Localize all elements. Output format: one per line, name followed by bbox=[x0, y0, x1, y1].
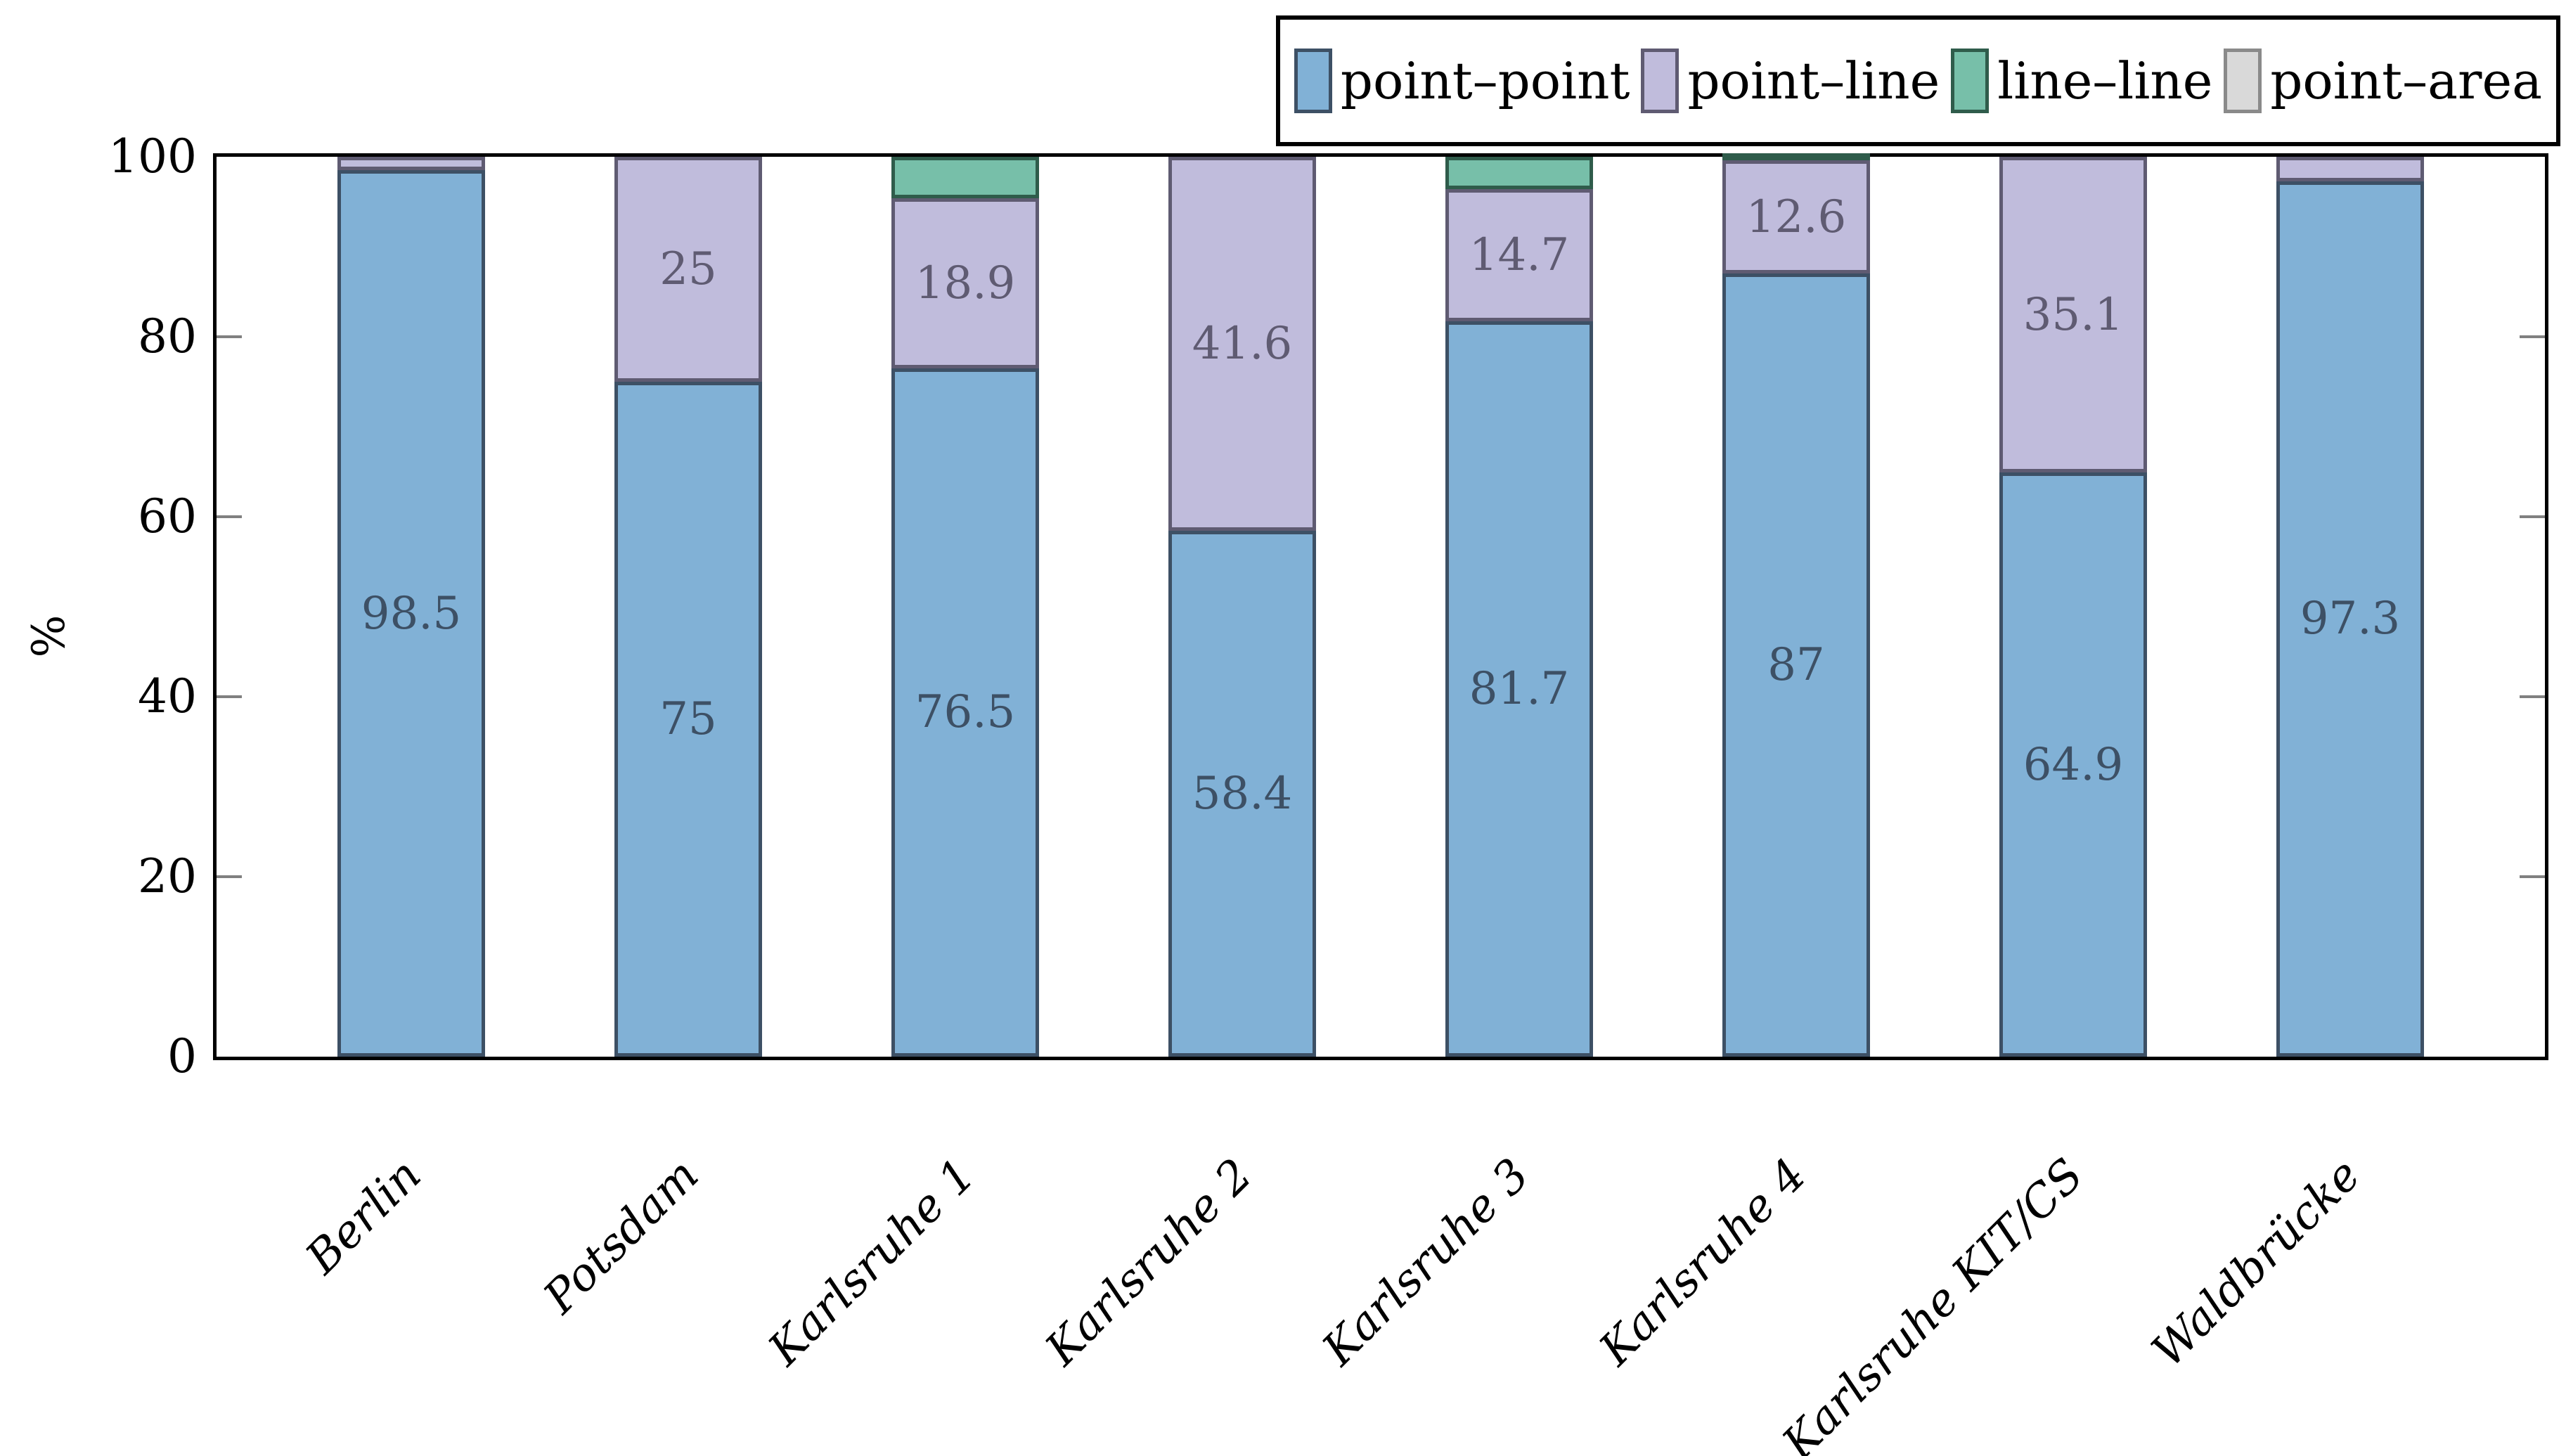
legend-label-line-line: line–line bbox=[1997, 51, 2213, 110]
x-label-karlsruhe-1: Karlsruhe 1 bbox=[759, 1149, 986, 1376]
y-tick-left-80 bbox=[217, 335, 242, 338]
x-label-karlsruhe-kit-cs: Karlsruhe KIT/CS bbox=[1772, 1149, 2094, 1456]
segment-point-point-karlsruhe-4: 87 bbox=[1722, 273, 1870, 1057]
y-tick-left-40 bbox=[217, 695, 242, 698]
y-tick-label-40: 40 bbox=[138, 669, 197, 723]
segment-point-line-karlsruhe-2: 41.6 bbox=[1168, 157, 1316, 531]
y-tick-label-60: 60 bbox=[138, 489, 197, 543]
value-label-karlsruhe-kit-cs-point-point: 64.9 bbox=[2023, 738, 2124, 791]
value-label-potsdam-point-line: 25 bbox=[659, 243, 717, 295]
value-label-karlsruhe-4-point-point: 87 bbox=[1767, 639, 1825, 692]
value-label-karlsruhe-3-point-line: 14.7 bbox=[1469, 229, 1570, 282]
value-label-karlsruhe-4-point-line: 12.6 bbox=[1746, 191, 1847, 243]
x-label-karlsruhe-2: Karlsruhe 2 bbox=[1036, 1149, 1263, 1376]
bar-karlsruhe-2: 58.4 41.6 bbox=[1168, 157, 1316, 1057]
legend-swatch-point-line-icon bbox=[1641, 49, 1679, 113]
y-tick-left-20 bbox=[217, 875, 242, 878]
y-tick-right-60 bbox=[2520, 515, 2545, 518]
bar-karlsruhe-1: 76.5 18.9 bbox=[891, 157, 1039, 1057]
segment-line-line-karlsruhe-4 bbox=[1722, 153, 1870, 161]
segment-point-point-karlsruhe-2: 58.4 bbox=[1168, 531, 1316, 1057]
segment-point-point-berlin: 98.5 bbox=[337, 170, 485, 1057]
value-label-karlsruhe-2-point-point: 58.4 bbox=[1192, 768, 1293, 820]
value-label-karlsruhe-3-point-point: 81.7 bbox=[1469, 663, 1570, 716]
value-label-karlsruhe-2-point-line: 41.6 bbox=[1192, 318, 1293, 371]
segment-point-line-berlin bbox=[337, 157, 485, 171]
plot-area: 98.5 75 25 76.5 18.9 58.4 41.6 81.7 14.7 87 12.6 64… bbox=[213, 153, 2548, 1060]
y-tick-left-60 bbox=[217, 515, 242, 518]
legend-label-point-point: point–point bbox=[1340, 51, 1630, 110]
y-tick-right-40 bbox=[2520, 695, 2545, 698]
bar-karlsruhe-3: 81.7 14.7 bbox=[1445, 157, 1593, 1057]
legend-swatch-point-point-icon bbox=[1294, 49, 1332, 113]
y-tick-label-20: 20 bbox=[138, 849, 197, 903]
segment-point-point-karlsruhe-3: 81.7 bbox=[1445, 321, 1593, 1057]
x-label-berlin: Berlin bbox=[296, 1149, 432, 1284]
segment-point-line-karlsruhe-4: 12.6 bbox=[1722, 160, 1870, 274]
legend: point–point point–line line–line point–area bbox=[1275, 15, 2560, 146]
y-tick-label-0: 0 bbox=[167, 1029, 197, 1083]
value-label-karlsruhe-kit-cs-point-line: 35.1 bbox=[2023, 288, 2124, 341]
x-label-potsdam: Potsdam bbox=[534, 1149, 709, 1324]
segment-point-line-karlsruhe-1: 18.9 bbox=[891, 198, 1039, 368]
bar-karlsruhe-4: 87 12.6 bbox=[1722, 153, 1870, 1057]
value-label-berlin-point-point: 98.5 bbox=[361, 587, 462, 640]
y-tick-right-20 bbox=[2520, 875, 2545, 878]
x-label-waldbrucke: Waldbrücke bbox=[2142, 1149, 2371, 1378]
legend-item-line-line: line–line bbox=[1951, 49, 2212, 113]
legend-item-point-point: point–point bbox=[1294, 49, 1630, 113]
y-axis-title: % bbox=[23, 614, 75, 658]
y-tick-label-80: 80 bbox=[138, 309, 197, 363]
legend-label-point-area: point–area bbox=[2270, 51, 2542, 110]
legend-label-point-line: point–line bbox=[1687, 51, 1940, 110]
segment-point-line-waldbrucke bbox=[2276, 157, 2424, 181]
segment-point-point-potsdam: 75 bbox=[614, 382, 762, 1057]
value-label-karlsruhe-1-point-line: 18.9 bbox=[915, 257, 1016, 309]
value-label-potsdam-point-point: 75 bbox=[659, 693, 717, 745]
y-tick-label-100: 100 bbox=[108, 129, 197, 183]
segment-point-line-potsdam: 25 bbox=[614, 157, 762, 382]
segment-point-line-karlsruhe-3: 14.7 bbox=[1445, 189, 1593, 322]
segment-point-point-karlsruhe-kit-cs: 64.9 bbox=[1999, 472, 2147, 1057]
legend-swatch-point-area-icon bbox=[2224, 49, 2262, 113]
x-label-karlsruhe-4: Karlsruhe 4 bbox=[1590, 1149, 1817, 1376]
y-tick-right-80 bbox=[2520, 335, 2545, 338]
segment-point-point-waldbrucke: 97.3 bbox=[2276, 181, 2424, 1057]
legend-swatch-line-line-icon bbox=[1951, 49, 1990, 113]
bar-karlsruhe-kit-cs: 64.9 35.1 bbox=[1999, 157, 2147, 1057]
x-label-karlsruhe-3: Karlsruhe 3 bbox=[1313, 1149, 1540, 1376]
legend-item-point-area: point–area bbox=[2224, 49, 2542, 113]
value-label-waldbrucke-point-point: 97.3 bbox=[2300, 593, 2401, 645]
bar-waldbrucke: 97.3 bbox=[2276, 157, 2424, 1057]
legend-item-point-line: point–line bbox=[1641, 49, 1940, 113]
segment-line-line-karlsruhe-1 bbox=[891, 157, 1039, 198]
segment-line-line-karlsruhe-3 bbox=[1445, 157, 1593, 190]
value-label-karlsruhe-1-point-point: 76.5 bbox=[915, 686, 1016, 739]
segment-point-point-karlsruhe-1: 76.5 bbox=[891, 368, 1039, 1057]
segment-point-line-karlsruhe-kit-cs: 35.1 bbox=[1999, 157, 2147, 473]
bar-berlin: 98.5 bbox=[337, 157, 485, 1057]
bar-potsdam: 75 25 bbox=[614, 157, 762, 1057]
